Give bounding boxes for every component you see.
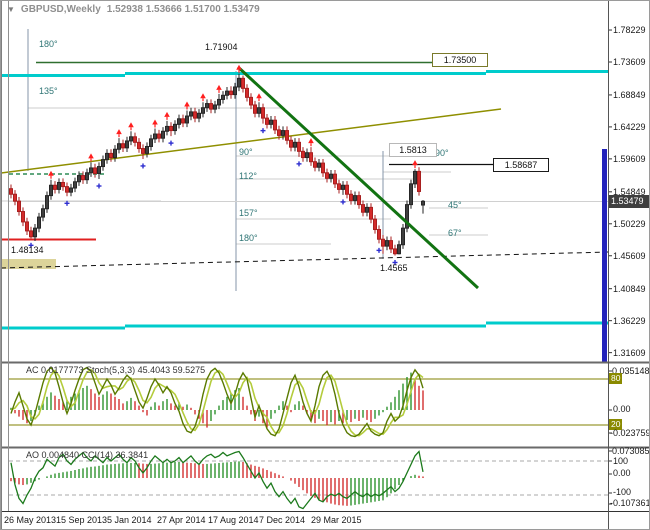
gann-angle-label: 67° [448,228,462,238]
price-tick-label: 1.36229 [613,316,646,326]
symbol-period-label: GBPUSD,Weekly [20,4,101,15]
indicator-header-ao-cci: AO 0.004840 CCI(14) 36.3841 [26,450,149,460]
price-tick-label: 1.78229 [613,25,646,35]
indicator-header-ac-stoch: AC 0.0177773 Stoch(5,3,3) 45.4043 59.527… [26,365,206,375]
date-tick-label: 17 Aug 2014 [208,515,259,525]
indicator-axis-label: 0.035148 [612,366,650,376]
ohlc-values: 1.52938 1.53666 1.51700 1.53479 [106,4,260,15]
date-tick-label: 5 Jan 2014 [107,515,152,525]
gann-angle-label: 180° [239,233,258,243]
peak-price-label: 1.71904 [205,42,238,52]
price-tick-label: 1.54849 [613,187,646,197]
price-tick-label: 1.50229 [613,219,646,229]
gann-angle-label: 90° [239,147,253,157]
indicator-axis-label: -0.107361 [610,498,650,508]
date-tick-label: 26 May 2013 [4,515,57,525]
stoch-level-badge-20: 20 [609,419,623,430]
gann-angle-label: 157° [239,208,258,218]
price-tick-label: 1.40849 [613,284,646,294]
indicator-axis-label: 0.00 [613,468,631,478]
level-price-box[interactable]: 1.58687 [493,158,549,172]
chart-title: ▼ GBPUSD,Weekly 1.52938 1.53666 1.51700 … [7,4,260,15]
price-tick-label: 1.73609 [613,57,646,67]
indicator-axis-label: 100 [613,456,629,466]
price-tick-label: 1.68849 [613,90,646,100]
low-price-label: 1.48134 [11,245,44,255]
gann-angle-label: 45° [448,200,462,210]
price-tick-label: 1.31609 [613,348,646,358]
indicator-axis-label: 0.073085 [612,446,650,456]
low-price-label: 1.4565 [380,263,408,273]
stoch-level-badge-80: 80 [609,373,623,384]
date-tick-label: 27 Apr 2014 [157,515,206,525]
gann-angle-label: 112° [239,171,257,181]
gann-angle-label: 90° [435,148,449,158]
indicator-axis-label: 0.00 [613,404,631,414]
price-tick-label: 1.45609 [613,251,646,261]
collapse-chevron-icon[interactable]: ▼ [7,5,15,14]
price-tick-label: 1.59609 [613,154,646,164]
indicator-axis-label: -0.023759 [610,428,650,438]
current-price-badge: 1.53479 [609,195,649,208]
date-tick-label: 7 Dec 2014 [259,515,306,525]
date-tick-label: 29 Mar 2015 [311,515,362,525]
gann-angle-label: 135° [39,86,58,96]
indicator-axis-label: -100 [613,487,632,497]
price-tick-label: 1.64229 [613,122,646,132]
date-tick-label: 15 Sep 2013 [56,515,108,525]
gann-angle-label: 180° [39,39,58,49]
resistance-price-box[interactable]: 1.73500 [432,53,488,67]
swing-high-label: 1.5813 [389,143,437,157]
